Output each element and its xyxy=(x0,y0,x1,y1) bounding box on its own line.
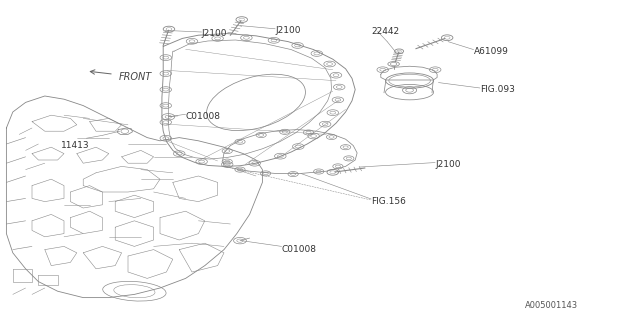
Text: C01008: C01008 xyxy=(186,112,221,121)
Text: A005001143: A005001143 xyxy=(525,301,578,310)
Text: FRONT: FRONT xyxy=(118,72,152,82)
Text: J2100: J2100 xyxy=(435,160,461,169)
Text: J2100: J2100 xyxy=(275,26,301,35)
Text: A61099: A61099 xyxy=(474,47,508,56)
Text: J2100: J2100 xyxy=(202,29,227,38)
Text: FIG.156: FIG.156 xyxy=(371,197,406,206)
Text: C01008: C01008 xyxy=(282,245,317,254)
Text: 11413: 11413 xyxy=(61,141,90,150)
Text: FIG.093: FIG.093 xyxy=(480,85,515,94)
Text: 22442: 22442 xyxy=(371,28,399,36)
